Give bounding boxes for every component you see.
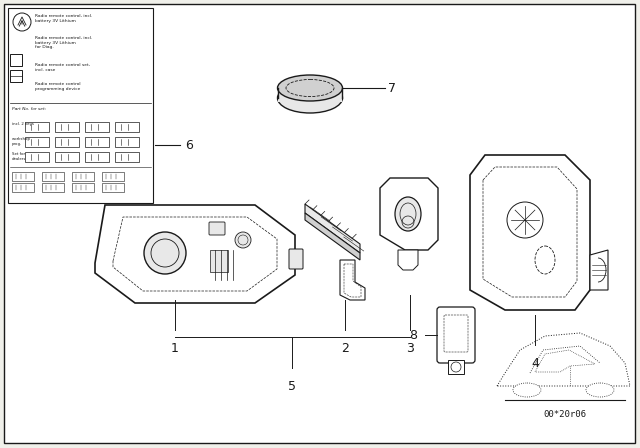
Text: Set for
dealers: Set for dealers (12, 152, 26, 160)
Polygon shape (340, 260, 365, 300)
Text: Radio remote control, incl.
battery 3V Lithium
for Diag.: Radio remote control, incl. battery 3V L… (35, 36, 92, 49)
Polygon shape (380, 178, 438, 250)
Text: 00*20r06: 00*20r06 (543, 410, 586, 419)
Bar (85, 122, 109, 132)
FancyBboxPatch shape (209, 222, 225, 235)
Bar (42, 183, 64, 192)
Text: 3: 3 (406, 342, 414, 355)
Ellipse shape (144, 232, 186, 274)
Text: 6: 6 (185, 138, 193, 151)
Text: Radio remote control set,
incl. case: Radio remote control set, incl. case (35, 63, 90, 72)
Bar (102, 172, 124, 181)
Bar (10, 54, 22, 66)
Ellipse shape (278, 83, 342, 113)
Text: 7: 7 (388, 82, 396, 95)
Text: incl. 2 keys: incl. 2 keys (12, 122, 34, 126)
Text: 4: 4 (531, 357, 539, 370)
Polygon shape (470, 155, 590, 310)
Bar (72, 183, 94, 192)
FancyBboxPatch shape (8, 8, 153, 203)
Ellipse shape (235, 232, 251, 248)
Text: Radio remote control
programming device: Radio remote control programming device (35, 82, 81, 90)
Bar (115, 152, 139, 162)
Bar (25, 122, 49, 132)
Bar (85, 152, 109, 162)
Polygon shape (305, 213, 360, 260)
Text: 1: 1 (171, 342, 179, 355)
Polygon shape (95, 205, 295, 303)
Bar (10, 70, 22, 82)
Bar (210, 250, 228, 272)
Bar (85, 137, 109, 147)
Bar (278, 90, 342, 102)
Bar (12, 183, 34, 192)
Bar (42, 172, 64, 181)
Bar (55, 152, 79, 162)
Polygon shape (398, 250, 418, 270)
Ellipse shape (586, 383, 614, 397)
Bar (72, 172, 94, 181)
Bar (25, 152, 49, 162)
Polygon shape (305, 204, 360, 253)
FancyBboxPatch shape (437, 307, 475, 363)
Bar (12, 172, 34, 181)
Text: 2: 2 (341, 342, 349, 355)
Bar (55, 122, 79, 132)
Text: Part No. for set:: Part No. for set: (12, 107, 46, 111)
Text: Radio remote control, incl.
battery 3V Lithium: Radio remote control, incl. battery 3V L… (35, 14, 92, 22)
Ellipse shape (278, 75, 342, 101)
Text: 8: 8 (409, 328, 417, 341)
FancyBboxPatch shape (289, 249, 303, 269)
Polygon shape (590, 250, 608, 290)
Ellipse shape (513, 383, 541, 397)
Bar (25, 137, 49, 147)
Text: workshop
prog.: workshop prog. (12, 137, 31, 146)
Text: 5: 5 (288, 380, 296, 393)
Bar (55, 137, 79, 147)
Bar (115, 122, 139, 132)
Ellipse shape (395, 197, 421, 231)
Bar (448, 360, 464, 374)
FancyBboxPatch shape (4, 4, 635, 443)
Bar (115, 137, 139, 147)
Bar (102, 183, 124, 192)
